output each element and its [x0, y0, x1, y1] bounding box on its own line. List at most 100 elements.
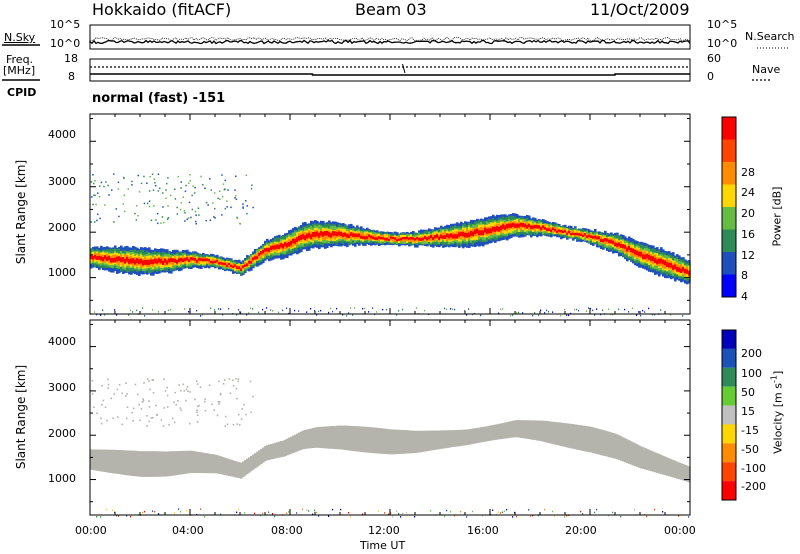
velocity-echo-cell [646, 448, 649, 470]
x-tick-1600: 16:00 [467, 524, 499, 537]
power-scatter-point [138, 191, 141, 193]
power-speckle [238, 309, 240, 311]
velocity-echo-cell [518, 420, 521, 438]
velocity-speckle [396, 510, 398, 512]
power-echo-cell [232, 265, 235, 269]
power-scatter-point [122, 203, 124, 205]
power-speckle [168, 309, 170, 312]
velocity-echo-cell [388, 429, 391, 455]
freq-spike [402, 63, 406, 74]
power-echo-cell [166, 260, 169, 265]
power-echo-cell [478, 230, 481, 236]
power-speckle [94, 311, 96, 313]
power-echo-cell [352, 233, 355, 237]
power-echo-cell [388, 235, 391, 240]
power-echo-cell [334, 231, 337, 236]
power-scatter-point [209, 219, 212, 221]
velocity-speckle [580, 510, 582, 513]
power-echo-cell [328, 232, 331, 237]
velocity-echo-cell [206, 453, 209, 474]
y-tick-3000-velocity: 3000 [48, 381, 76, 394]
power-echo-cell [386, 238, 389, 241]
power-echo-cell [368, 234, 371, 238]
power-echo-cell [100, 256, 103, 261]
velocity-echo-cell [182, 450, 185, 475]
velocity-echo-cell [248, 457, 251, 473]
power-scatter-point [165, 197, 167, 200]
velocity-echo-cell [236, 461, 239, 478]
velocity-echo-cell [200, 452, 203, 473]
velocity-echo-cell [310, 428, 313, 449]
power-speckle [596, 308, 598, 310]
velocity-echo-cell [672, 460, 675, 478]
velocity-scatter-point [196, 409, 198, 411]
velocity-echo-cell [572, 424, 575, 449]
velocity-echo-cell [494, 424, 497, 440]
velocity-echo-cell [470, 428, 473, 445]
velocity-echo-cell [322, 426, 325, 449]
velocity-echo-cell [650, 450, 653, 472]
velocity-echo-cell [462, 429, 465, 446]
power-scatter-point [94, 180, 96, 182]
velocity-scatter-point [126, 406, 129, 408]
velocity-speckle [620, 515, 622, 518]
power-echo-cell [548, 228, 551, 232]
velocity-speckle [566, 514, 568, 517]
power-scatter-point [224, 188, 226, 190]
power-echo-cell [274, 245, 277, 250]
velocity-echo-cell [180, 451, 183, 475]
power-echo-cell [210, 260, 213, 264]
power-speckle [200, 315, 202, 317]
power-scatter-point [152, 189, 155, 191]
power-echo-cell [110, 257, 113, 263]
power-echo-cell [198, 257, 201, 261]
velocity-scatter-point [204, 409, 207, 412]
velocity-echo-cell [96, 449, 99, 471]
power-echo-cell [676, 266, 679, 272]
power-echo-cell [382, 237, 385, 240]
power-echo-cell [638, 251, 641, 257]
velocity-echo-cell [138, 451, 141, 477]
freq-top-tick: 18 [64, 52, 78, 65]
power-echo-cell [566, 232, 569, 235]
power-speckle [220, 308, 222, 310]
velocity-speckle [378, 510, 380, 513]
power-scatter-point [246, 205, 248, 207]
y-tick-1000-velocity: 1000 [48, 472, 76, 485]
power-echo-cell [208, 258, 211, 262]
velocity-scatter-point [223, 379, 226, 381]
power-speckle [348, 312, 350, 314]
power-scatter-point [245, 200, 247, 202]
velocity-speckle [492, 509, 494, 511]
power-echo-cell [600, 239, 603, 242]
freq-panel-frame [89, 58, 691, 82]
velocity-echo-cell [600, 429, 603, 456]
velocity-echo-cell [90, 449, 93, 470]
power-scatter-point [224, 207, 226, 210]
velocity-scatter-point [163, 407, 166, 409]
power-speckle [452, 308, 454, 310]
power-scatter-point [217, 197, 219, 200]
velocity-echo-cell [374, 427, 377, 454]
velocity-scatter-point [196, 411, 198, 413]
power-echo-cell [410, 237, 413, 242]
power-echo-cell [518, 223, 521, 228]
velocity-echo-cell [654, 452, 657, 473]
velocity-echo-cell [482, 426, 485, 442]
power-echo-cell [240, 268, 243, 271]
power-echo-cell [532, 225, 535, 229]
velocity-echo-cell [338, 425, 341, 450]
velocity-echo-cell [468, 429, 471, 445]
power-echo-cell [192, 257, 195, 261]
velocity-echo-cell [242, 461, 245, 478]
power-scatter-point [123, 210, 126, 213]
velocity-echo-cell [164, 451, 167, 477]
velocity-scatter-point [183, 390, 186, 392]
velocity-echo-cell [550, 421, 553, 444]
velocity-echo-cell [594, 427, 597, 454]
power-echo-cell [392, 237, 395, 242]
velocity-echo-cell [270, 444, 273, 460]
velocity-tick-neg100: -100 [741, 462, 766, 475]
freq-label: Freq. [6, 53, 34, 66]
velocity-echo-cell [274, 442, 277, 459]
